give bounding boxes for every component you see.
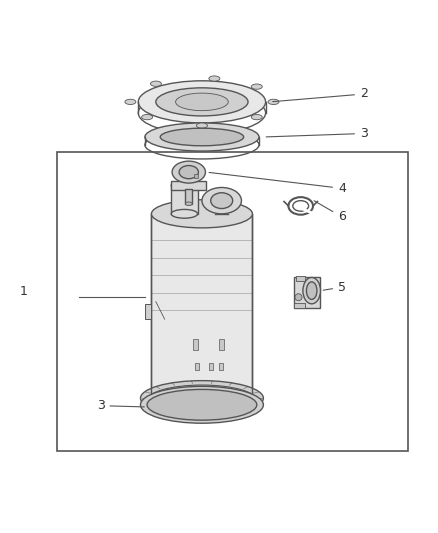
Bar <box>185 189 192 204</box>
Text: 2: 2 <box>272 87 367 102</box>
Bar <box>293 278 320 308</box>
Bar <box>208 363 212 370</box>
Ellipse shape <box>160 128 243 146</box>
Text: 3: 3 <box>96 399 144 412</box>
Ellipse shape <box>145 123 258 151</box>
Bar <box>171 181 206 190</box>
Ellipse shape <box>151 200 252 228</box>
Text: 4: 4 <box>208 173 345 195</box>
Bar <box>145 304 151 319</box>
Ellipse shape <box>185 202 192 206</box>
Ellipse shape <box>140 381 263 416</box>
Ellipse shape <box>306 282 316 300</box>
Bar <box>57 152 407 451</box>
Ellipse shape <box>155 88 247 116</box>
Bar <box>194 174 197 178</box>
Ellipse shape <box>196 123 207 128</box>
Ellipse shape <box>141 115 152 120</box>
Bar <box>193 339 197 350</box>
Ellipse shape <box>210 193 232 208</box>
Ellipse shape <box>147 385 256 416</box>
Ellipse shape <box>171 209 197 218</box>
Bar <box>293 303 304 308</box>
Bar <box>219 339 223 350</box>
Ellipse shape <box>171 181 197 190</box>
Ellipse shape <box>175 93 228 111</box>
Ellipse shape <box>251 115 261 120</box>
Ellipse shape <box>208 76 219 81</box>
Text: 3: 3 <box>265 127 367 140</box>
Ellipse shape <box>138 81 265 123</box>
Bar <box>171 185 197 214</box>
Ellipse shape <box>150 81 161 86</box>
Bar <box>296 276 304 281</box>
Ellipse shape <box>125 99 136 104</box>
Text: 1: 1 <box>20 285 28 298</box>
Ellipse shape <box>251 84 261 89</box>
Ellipse shape <box>172 161 205 183</box>
Ellipse shape <box>302 278 320 304</box>
Text: 6: 6 <box>313 201 345 223</box>
Ellipse shape <box>147 390 256 420</box>
Ellipse shape <box>179 166 198 179</box>
Bar <box>219 363 223 370</box>
Ellipse shape <box>140 386 263 423</box>
Ellipse shape <box>196 412 207 415</box>
Ellipse shape <box>294 294 301 301</box>
Bar <box>151 214 252 398</box>
Ellipse shape <box>267 99 279 104</box>
Ellipse shape <box>201 188 241 214</box>
Text: 5: 5 <box>322 281 345 294</box>
Bar <box>195 363 198 370</box>
